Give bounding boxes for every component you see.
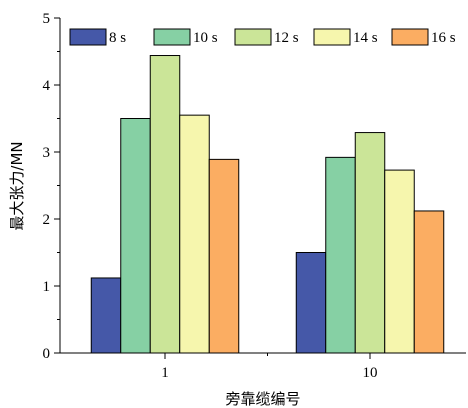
legend-label: 16 s xyxy=(431,30,456,46)
x-axis-label: 旁靠缆编号 xyxy=(225,390,300,408)
y-tick-label: 2 xyxy=(43,212,51,228)
bar xyxy=(120,118,151,354)
bar xyxy=(325,156,356,354)
bar xyxy=(413,210,445,354)
y-tick-label: 1 xyxy=(43,279,51,295)
bar xyxy=(384,169,415,354)
bar xyxy=(149,55,181,354)
legend-swatch xyxy=(69,28,107,46)
bar xyxy=(179,114,210,354)
legend-swatch xyxy=(234,28,272,46)
bar xyxy=(354,132,386,354)
y-tick-label: 3 xyxy=(43,145,51,161)
bars-group xyxy=(90,55,445,354)
bar xyxy=(90,277,122,354)
legend-label: 12 s xyxy=(274,30,299,46)
legend-swatch xyxy=(313,28,351,46)
legend-swatch xyxy=(391,28,429,46)
x-tick-label: 1 xyxy=(161,365,169,381)
y-tick-label: 0 xyxy=(43,346,51,362)
legend-label: 8 s xyxy=(109,30,126,46)
x-tick-label: 10 xyxy=(363,365,378,381)
y-tick-label: 4 xyxy=(43,78,51,94)
bar xyxy=(208,158,240,354)
y-ticks-group: 0 1 2 3 4 5 xyxy=(43,11,60,362)
legend-label: 10 s xyxy=(193,30,218,46)
legend-label: 14 s xyxy=(353,30,378,46)
legend: 8 s 10 s 12 s 14 s 16 s xyxy=(69,28,456,46)
y-axis-label: 最大张力/MN xyxy=(8,141,26,230)
legend-swatch xyxy=(153,28,191,46)
bar xyxy=(295,252,327,354)
y-tick-label: 5 xyxy=(43,11,51,27)
x-ticks-group: 1 10 xyxy=(161,353,378,381)
